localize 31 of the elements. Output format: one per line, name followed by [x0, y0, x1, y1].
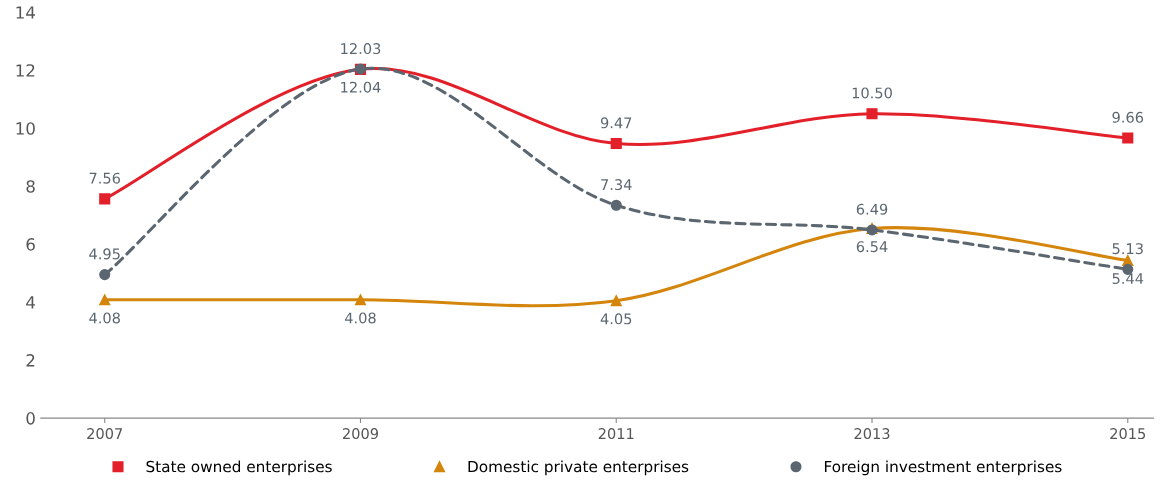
data-label: 5.13 [1112, 243, 1143, 255]
x-tick-label: 2011 [598, 428, 634, 440]
x-tick-label: 2013 [854, 428, 890, 440]
data-label: 6.54 [856, 241, 888, 253]
data-label: 4.08 [89, 312, 120, 324]
x-tick-label: 2015 [1110, 428, 1146, 440]
data-label: 6.49 [856, 203, 888, 215]
y-tick-label: 14 [16, 6, 35, 19]
data-label: 7.56 [89, 172, 121, 184]
data-label: 12.04 [341, 81, 381, 93]
y-tick-label: 6 [26, 238, 35, 251]
y-tick-label: 8 [26, 180, 35, 193]
data-label: 4.08 [344, 312, 376, 324]
x-tick-label: 2009 [342, 428, 379, 440]
y-tick-label: 2 [26, 354, 35, 367]
data-label: 5.44 [1112, 273, 1144, 285]
x-tick-label: 2007 [87, 428, 123, 440]
data-label: 9.66 [1112, 111, 1144, 123]
legend-label: Domestic private enterprises [468, 460, 689, 476]
y-tick-label: 12 [16, 64, 35, 77]
data-label: 10.50 [852, 87, 892, 99]
y-tick-label: 10 [16, 122, 35, 135]
data-label: 4.05 [600, 313, 632, 325]
y-tick-label: 4 [26, 296, 35, 309]
y-tick-label: 0 [26, 412, 35, 425]
data-label: 7.34 [601, 179, 632, 191]
legend-label: State owned enterprises [146, 460, 332, 476]
data-label: 9.47 [600, 117, 632, 129]
data-label: 12.03 [341, 43, 381, 55]
legend-label: Foreign investment enterprises [824, 460, 1062, 476]
data-label: 4.95 [89, 248, 120, 260]
